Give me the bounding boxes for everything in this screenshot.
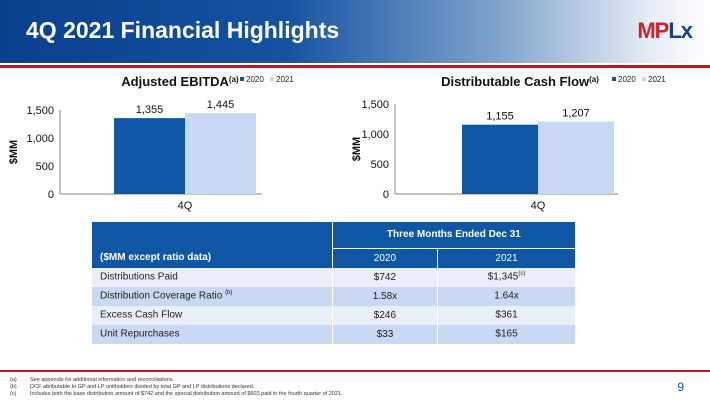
value-2021: 1.64x	[437, 286, 575, 306]
value-2021: $1,345(c)	[437, 267, 575, 287]
y-tick-label: 1,000	[26, 133, 54, 145]
charts: Adjusted EBITDA(a) 2020 2021 0 500 1,000 1,500…	[8, 74, 666, 212]
mplx-logo: MPLx	[637, 18, 693, 43]
row-label: Unit Repurchases	[92, 324, 333, 344]
y-tick-label: 500	[371, 159, 389, 171]
legend-label: 2020	[246, 75, 264, 84]
y-tick-label: 0	[48, 189, 54, 201]
value-2020: $246	[331, 305, 438, 325]
bar-2021	[185, 113, 256, 194]
x-tick-label: 4Q	[178, 200, 193, 212]
value-2020: 1.58x	[331, 286, 438, 306]
row-label: Distribution Coverage Ratio (b)	[92, 286, 333, 306]
value-2021: $361	[437, 305, 575, 325]
chart-title: Distributable Cash Flow(a)	[441, 74, 599, 89]
data-label: 1,445	[207, 99, 235, 111]
divider	[0, 65, 710, 68]
legend-swatch	[642, 77, 646, 81]
value-2021: $165	[437, 324, 575, 344]
y-tick-label: 1,000	[361, 129, 389, 141]
table-row: Distribution Coverage Ratio (b) 1.58x 1.64…	[92, 286, 575, 306]
legend-label: 2021	[648, 75, 666, 84]
financial-table: Three Months Ended Dec 31 ($MM except ra…	[92, 222, 575, 344]
data-label: 1,207	[562, 108, 590, 120]
legend-label: 2020	[618, 75, 636, 84]
legend-swatch	[240, 77, 244, 81]
divider	[0, 370, 710, 372]
period-header: Three Months Ended Dec 31	[331, 222, 575, 249]
y-tick-label: 1,500	[361, 99, 389, 111]
data-label: 1,155	[486, 111, 514, 123]
footnote: (c) Includes both the base distribution a…	[10, 391, 343, 397]
bar-2020	[462, 124, 538, 194]
table-row: Excess Cash Flow $246 $361	[92, 305, 575, 325]
y-axis-label: $MM	[351, 137, 363, 161]
table-row: Unit Repurchases $33 $165	[92, 324, 575, 344]
unit-label: ($MM except ratio data)	[92, 248, 333, 268]
page-number: 9	[677, 380, 684, 394]
footnote: (a) See appendix for additional informati…	[10, 377, 175, 383]
bar-2021	[538, 121, 614, 194]
data-label: 1,355	[136, 104, 164, 116]
y-tick-label: 500	[36, 161, 54, 173]
blank-header	[92, 222, 333, 248]
y-axis-label: $MM	[8, 140, 20, 164]
year-header: 2021	[437, 248, 575, 268]
page-title: 4Q 2021 Financial Highlights	[26, 17, 340, 43]
header-banner: 4Q 2021 Financial Highlights MPLx	[0, 0, 710, 63]
value-2020: $33	[331, 324, 438, 344]
legend-label: 2021	[276, 75, 294, 84]
footnote: (b) DCF attributable to GP and LP unithol…	[10, 384, 255, 390]
x-tick-label: 4Q	[531, 200, 546, 212]
value-2020: $742	[331, 267, 438, 287]
footnotes: (a) See appendix for additional informati…	[10, 377, 343, 398]
legend-swatch	[612, 77, 616, 81]
legend-swatch	[270, 77, 274, 81]
table-row: Distributions Paid $742 $1,345(c)	[92, 267, 575, 287]
row-label: Excess Cash Flow	[92, 305, 333, 325]
year-header: 2020	[331, 248, 438, 268]
y-tick-label: 1,500	[26, 105, 54, 117]
chart-title: Adjusted EBITDA(a)	[121, 74, 239, 89]
y-tick-label: 0	[383, 189, 389, 201]
bar-2020	[114, 118, 185, 194]
row-label: Distributions Paid	[92, 267, 333, 287]
